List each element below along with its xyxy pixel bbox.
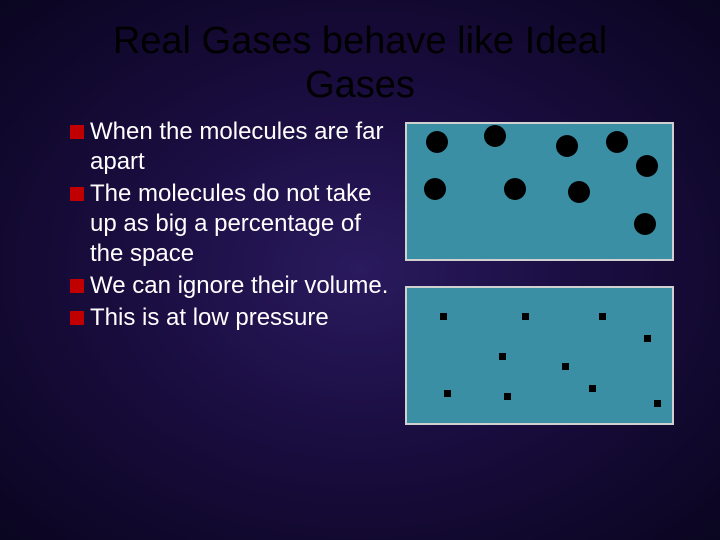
molecule-icon <box>424 178 446 200</box>
bullet-text: This is at low pressure <box>90 303 390 333</box>
diagram-column <box>405 117 675 425</box>
bullet-icon <box>70 311 84 325</box>
list-item: When the molecules are far apart <box>70 117 390 177</box>
bullet-icon <box>70 187 84 201</box>
list-item: This is at low pressure <box>70 303 390 333</box>
bullet-text: The molecules do not take up as big a pe… <box>90 179 390 269</box>
bullet-list: When the molecules are far apart The mol… <box>70 117 390 425</box>
molecule-diagram-large <box>405 122 674 261</box>
molecule-icon <box>599 313 606 320</box>
molecule-diagram-small <box>405 286 674 425</box>
molecule-icon <box>499 353 506 360</box>
molecule-icon <box>504 178 526 200</box>
molecule-icon <box>484 125 506 147</box>
bullet-icon <box>70 279 84 293</box>
molecule-icon <box>589 385 596 392</box>
molecule-icon <box>606 131 628 153</box>
molecule-icon <box>440 313 447 320</box>
bullet-text: When the molecules are far apart <box>90 117 390 177</box>
molecule-icon <box>522 313 529 320</box>
molecule-icon <box>644 335 651 342</box>
molecule-icon <box>504 393 511 400</box>
slide: Real Gases behave like Ideal Gases When … <box>0 0 720 540</box>
molecule-icon <box>568 181 590 203</box>
molecule-icon <box>634 213 656 235</box>
list-item: We can ignore their volume. <box>70 271 390 301</box>
molecule-icon <box>444 390 451 397</box>
molecule-icon <box>654 400 661 407</box>
content-area: When the molecules are far apart The mol… <box>0 117 720 425</box>
molecule-icon <box>562 363 569 370</box>
molecule-icon <box>636 155 658 177</box>
bullet-text: We can ignore their volume. <box>90 271 390 301</box>
list-item: The molecules do not take up as big a pe… <box>70 179 390 269</box>
bullet-icon <box>70 125 84 139</box>
molecule-icon <box>556 135 578 157</box>
molecule-icon <box>426 131 448 153</box>
slide-title: Real Gases behave like Ideal Gases <box>0 0 720 117</box>
